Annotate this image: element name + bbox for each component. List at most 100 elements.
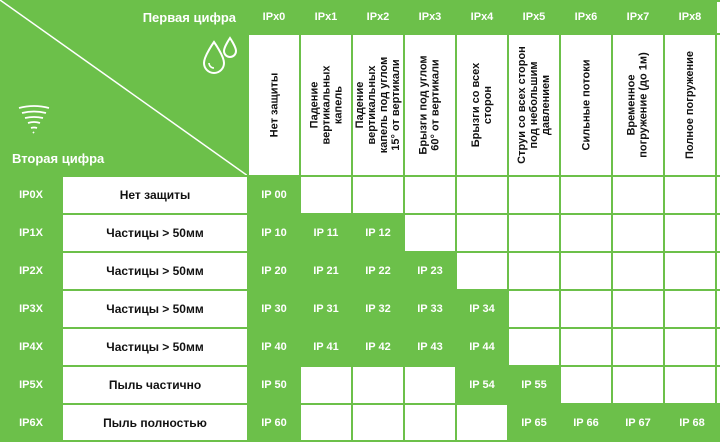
water-drops-icon: [202, 36, 238, 74]
column-description-text: Сильные потоки: [580, 59, 592, 151]
rating-cell: IP 65: [508, 404, 560, 442]
rating-cell: [300, 366, 352, 404]
column-description: Брызги со всех сторон: [456, 34, 508, 176]
rating-cell: [404, 404, 456, 442]
column-description-text: Временное погружение (до 1м): [626, 52, 650, 158]
column-code-ipx7: IPx7: [612, 0, 664, 34]
row-code-ip1x: IP1X: [0, 214, 62, 252]
column-description-text: Струи со всех сторон под небольшим давлени…: [516, 46, 552, 164]
row-code-ip0x: IP0X: [0, 176, 62, 214]
rating-cell: [664, 252, 720, 290]
column-description-text: Брызги со всех сторон: [470, 62, 495, 148]
rating-cell: IP 40: [248, 328, 300, 366]
row-label: Пыль полностью: [62, 404, 248, 442]
rating-cell: IP 30: [248, 290, 300, 328]
row-label: Частицы > 50мм: [62, 252, 248, 290]
rating-cell: [456, 404, 508, 442]
rating-cell: [300, 404, 352, 442]
rating-cell: IP 31: [300, 290, 352, 328]
rating-cell: [404, 176, 456, 214]
row-label: Частицы > 50мм: [62, 328, 248, 366]
rating-cell: IP 60: [248, 404, 300, 442]
column-code-ipx6: IPx6: [560, 0, 612, 34]
column-description: Струи со всех сторон под небольшим давлени…: [508, 34, 560, 176]
rating-cell: IP 12: [352, 214, 404, 252]
rating-cell: IP 20: [248, 252, 300, 290]
rating-cell: [612, 328, 664, 366]
rating-cell: IP 21: [300, 252, 352, 290]
rating-cell: [664, 290, 720, 328]
rating-cell: IP 68: [664, 404, 720, 442]
rating-cell: [612, 252, 664, 290]
rating-cell: [664, 214, 720, 252]
rating-cell: [560, 214, 612, 252]
rating-cell: [612, 214, 664, 252]
column-description: Полное погружение: [664, 34, 716, 176]
rating-cell: [352, 176, 404, 214]
rating-cell: [404, 214, 456, 252]
rating-cell: [508, 176, 560, 214]
column-description: Падение вертикальных капель под углом 15° о…: [352, 34, 404, 176]
corner-diagonal: [0, 0, 248, 176]
column-description-text: Полное погружение: [684, 51, 697, 159]
rating-cell: [560, 290, 612, 328]
column-description: Временное погружение (до 1м): [612, 34, 664, 176]
rating-cell: [508, 214, 560, 252]
column-code-ipx8: IPx8: [664, 0, 716, 34]
rating-cell: IP 33: [404, 290, 456, 328]
rating-cell: IP 41: [300, 328, 352, 366]
rating-cell: [508, 290, 560, 328]
rating-cell: [560, 366, 612, 404]
rating-cell: IP 54: [456, 366, 508, 404]
rating-cell: [456, 214, 508, 252]
row-label: Частицы > 50мм: [62, 290, 248, 328]
rating-cell: IP 44: [456, 328, 508, 366]
rating-cell: [664, 176, 720, 214]
rating-cell: IP 42: [352, 328, 404, 366]
rating-cell: [612, 176, 664, 214]
column-code-ipx4: IPx4: [456, 0, 508, 34]
rating-cell: IP 67: [612, 404, 664, 442]
column-code-ipx3: IPx3: [404, 0, 456, 34]
row-label: Пыль частично: [62, 366, 248, 404]
rating-cell: [612, 290, 664, 328]
rating-cell: [404, 366, 456, 404]
rating-cell: [664, 366, 720, 404]
rating-cell: [456, 176, 508, 214]
column-description-text: Падение вертикальных капель под углом 15° о…: [354, 56, 402, 154]
column-description: Сильные потоки: [560, 34, 612, 176]
rating-cell: IP 34: [456, 290, 508, 328]
rating-cell: [664, 328, 720, 366]
rating-cell: IP 55: [508, 366, 560, 404]
rating-cell: [560, 328, 612, 366]
corner-header: Первая цифра Вторая цифра: [0, 0, 248, 176]
rating-cell: IP 32: [352, 290, 404, 328]
row-code-ip3x: IP3X: [0, 290, 62, 328]
column-description-text: Падение вертикальных капель: [308, 65, 344, 145]
column-code-ipx5: IPx5: [508, 0, 560, 34]
tornado-icon: [18, 105, 50, 134]
column-description: Нет защиты: [248, 34, 300, 176]
rating-cell: [508, 328, 560, 366]
row-code-ip6x: IP6X: [0, 404, 62, 442]
row-label: Частицы > 50мм: [62, 214, 248, 252]
row-code-ip5x: IP5X: [0, 366, 62, 404]
column-code-ipx0: IPx0: [248, 0, 300, 34]
rating-cell: IP 00: [248, 176, 300, 214]
column-description-text: Нет защиты: [268, 72, 280, 138]
row-code-ip4x: IP4X: [0, 328, 62, 366]
row-code-ip2x: IP2X: [0, 252, 62, 290]
rating-cell: IP 10: [248, 214, 300, 252]
rating-cell: [560, 176, 612, 214]
rating-cell: IP 66: [560, 404, 612, 442]
rating-cell: [612, 366, 664, 404]
rating-cell: [352, 366, 404, 404]
column-description-text: Брызги под углом 60° от вертикали: [418, 55, 442, 155]
rating-cell: [560, 252, 612, 290]
rating-cell: IP 22: [352, 252, 404, 290]
column-code-ipx1: IPx1: [300, 0, 352, 34]
rating-cell: IP 50: [248, 366, 300, 404]
rating-cell: [456, 252, 508, 290]
column-description: Падение вертикальных капель: [300, 34, 352, 176]
